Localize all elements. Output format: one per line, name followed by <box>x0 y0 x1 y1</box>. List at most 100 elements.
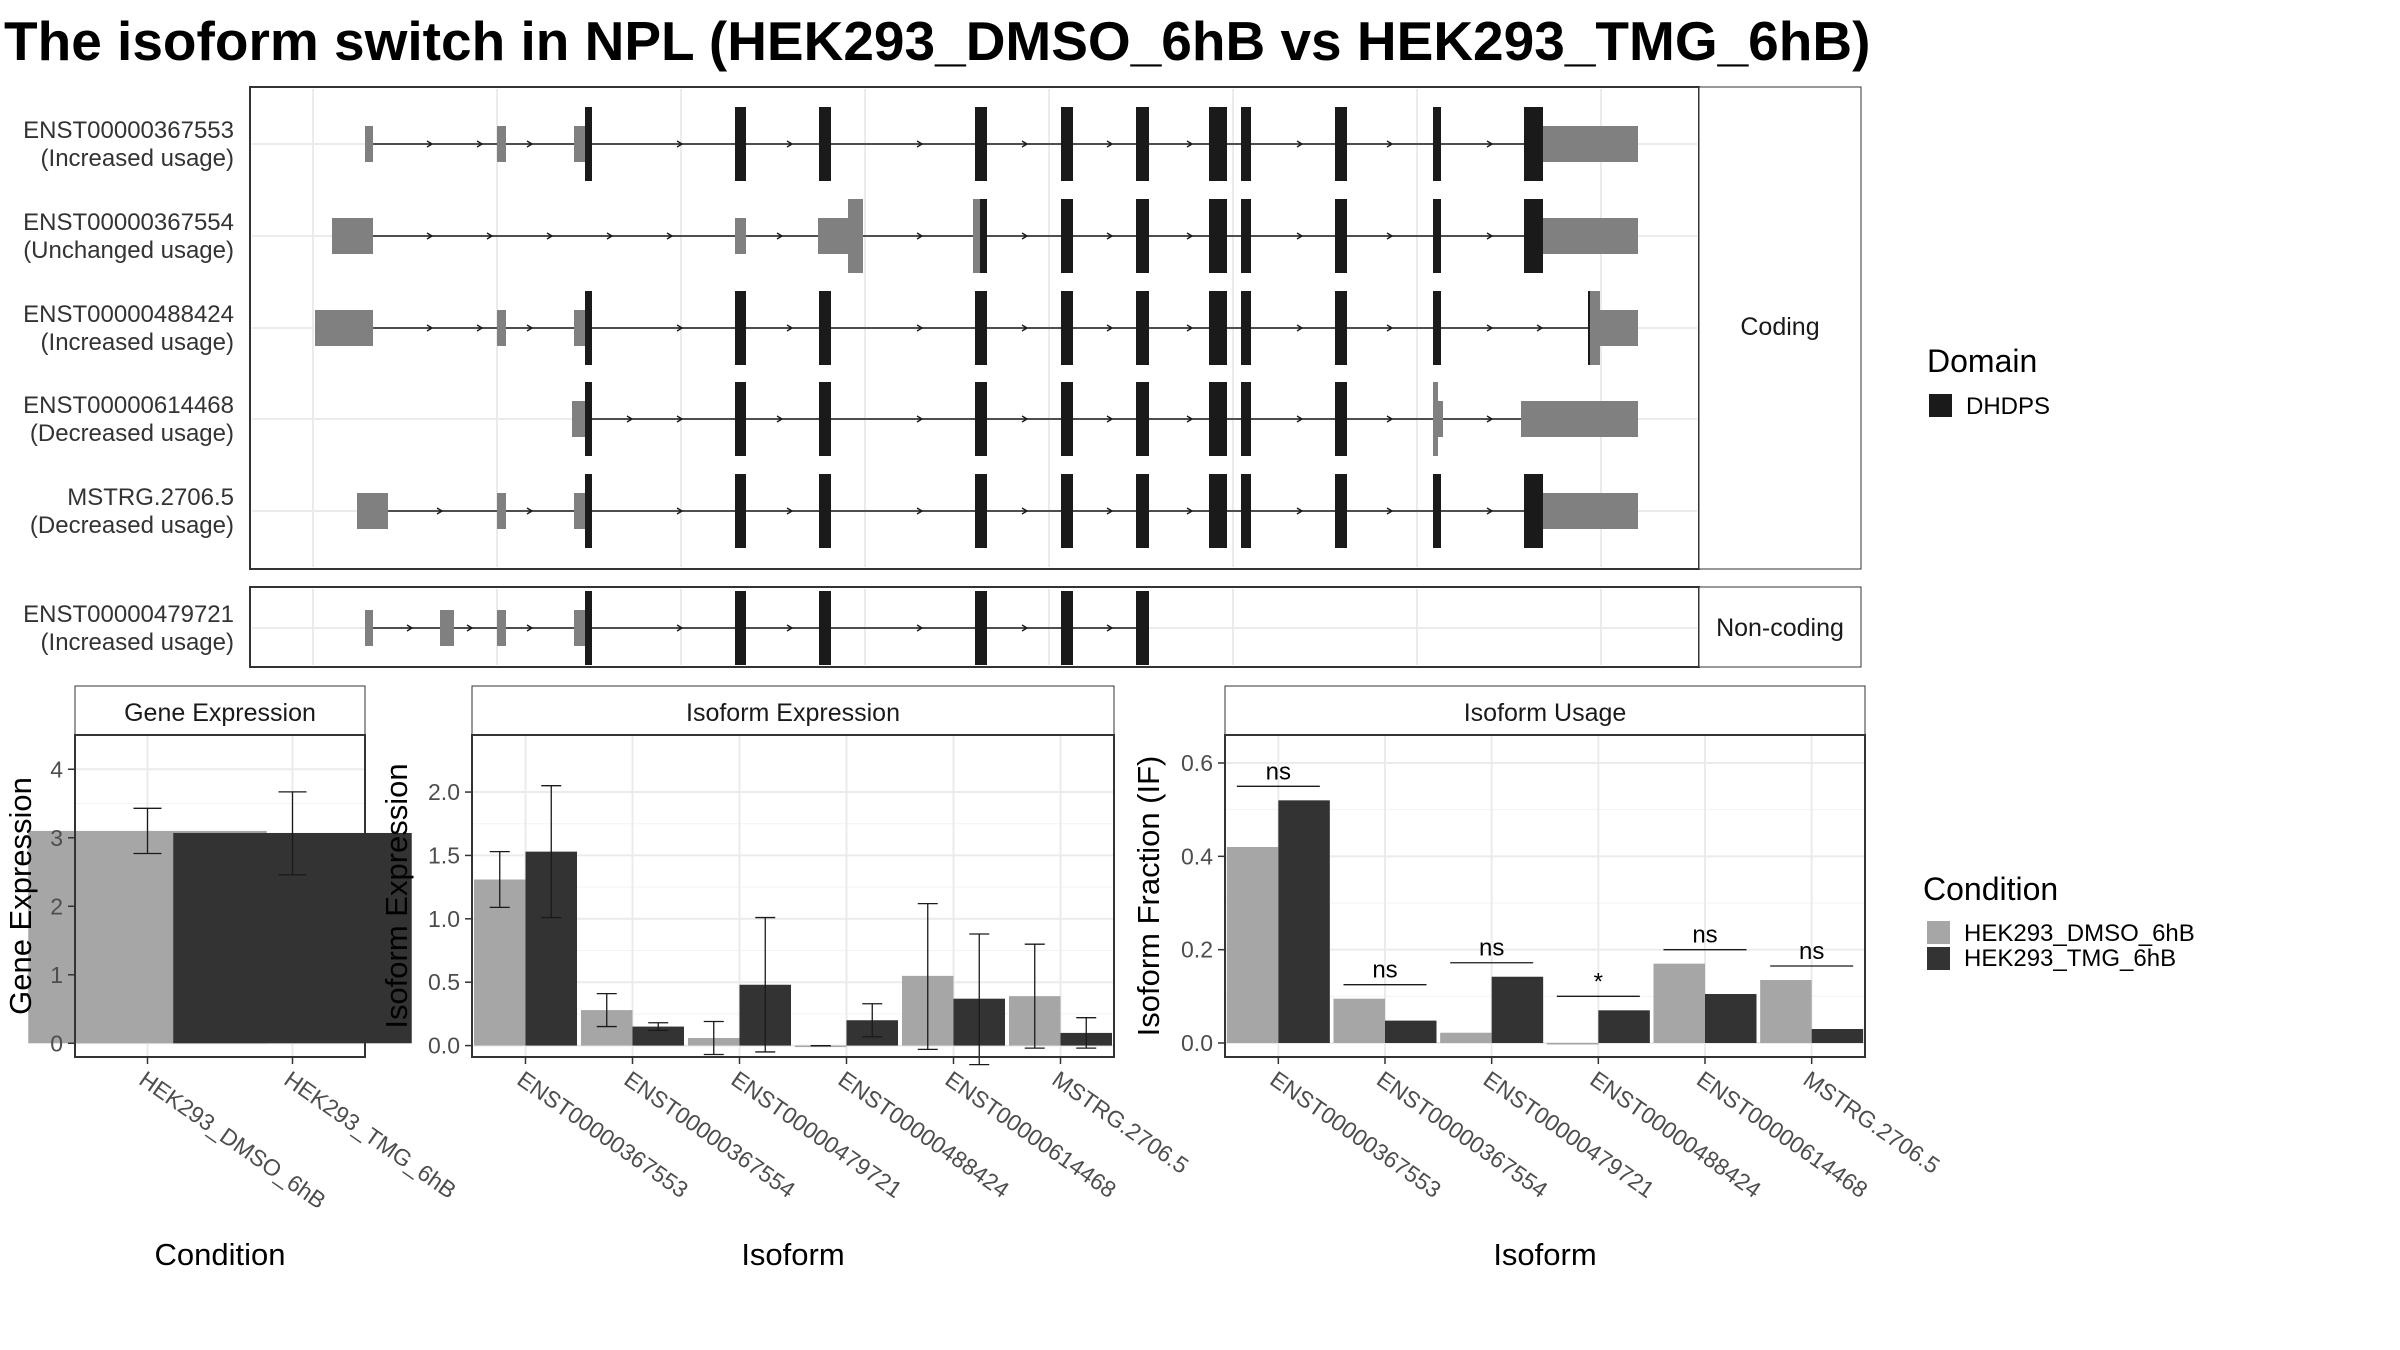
y-tick-label: 0.4 <box>1181 843 1213 869</box>
x-axis-title: Condition <box>155 1237 286 1272</box>
intron-direction-icon <box>1186 507 1194 515</box>
coding-exon <box>735 382 746 456</box>
coding-exon <box>1241 291 1251 365</box>
utr-exon <box>365 610 373 646</box>
utr-exon <box>1543 218 1638 254</box>
bar <box>1226 847 1279 1043</box>
utr-exon <box>574 310 586 346</box>
y-tick-label: 0 <box>50 1030 63 1056</box>
intron-direction-icon <box>1386 140 1394 148</box>
intron-direction-icon <box>1021 140 1029 148</box>
chart-border <box>1224 734 1866 1058</box>
chart-panel-2: Isoform Expression 0.0 0.5 1.0 1.5 2.0 ENST000… <box>379 685 1193 1272</box>
condition-legend: Condition HEK293_DMSO_6hB HEK293_TMG_6hB <box>1923 871 2195 972</box>
y-axis-title: Isoform Expression <box>379 763 414 1028</box>
y-tick-label: 3 <box>50 825 63 851</box>
intron-direction-icon <box>526 624 534 632</box>
figure-title: The isoform switch in NPL (HEK293_DMSO_6… <box>4 10 1870 72</box>
intron-direction-icon <box>916 507 924 515</box>
intron-direction-icon <box>466 624 474 632</box>
utr-exon <box>574 126 586 162</box>
utr-exon <box>574 493 586 529</box>
coding-strip <box>1698 86 1862 570</box>
chart-strip <box>1224 685 1866 736</box>
x-tick-label: ENST00000367553 <box>1265 1066 1445 1203</box>
intron-direction-icon <box>486 232 494 240</box>
significance-label: * <box>1594 968 1603 995</box>
coding-exon <box>585 107 592 181</box>
y-tick-label: 0.0 <box>1181 1030 1213 1056</box>
bar <box>1760 980 1812 1043</box>
x-axis-title: Isoform <box>741 1237 844 1272</box>
intron-direction-icon <box>1106 232 1114 240</box>
intron-direction-icon <box>426 140 434 148</box>
chart-strip <box>471 685 1115 736</box>
coding-exon <box>1209 382 1227 456</box>
coding-exon <box>1136 107 1149 181</box>
bar <box>1278 800 1330 1043</box>
transcript-label: ENST00000614468 <box>23 392 234 419</box>
coding-exon <box>1335 474 1347 548</box>
intron-direction-icon <box>1386 415 1394 423</box>
coding-exon <box>1209 199 1227 273</box>
y-axis-title: Isoform Fraction (IF) <box>1131 756 1166 1037</box>
coding-exon <box>1241 107 1251 181</box>
utr-exon <box>497 610 506 646</box>
y-tick-label: 0.0 <box>428 1033 460 1059</box>
transcript-usage-label: (Increased usage) <box>41 329 234 356</box>
intron-direction-icon <box>1386 232 1394 240</box>
intron-direction-icon <box>916 140 924 148</box>
intron-direction-icon <box>676 324 684 332</box>
coding-exon <box>1241 474 1251 548</box>
intron-direction-icon <box>676 140 684 148</box>
coding-exon <box>1433 199 1441 273</box>
coding-exon <box>1433 291 1441 365</box>
intron-direction-icon <box>476 140 484 148</box>
domain-legend-swatch <box>1929 394 1952 417</box>
transcript-label: ENST00000488424 <box>23 301 234 328</box>
coding-strip-label: Coding <box>1740 313 1819 341</box>
bar <box>1705 994 1757 1043</box>
intron-direction-icon <box>1021 624 1029 632</box>
intron-direction-icon <box>1296 415 1304 423</box>
intron-direction-icon <box>776 415 784 423</box>
coding-exon <box>1061 199 1073 273</box>
coding-exon <box>1241 382 1251 456</box>
intron-direction-icon <box>1021 507 1029 515</box>
coding-exon <box>1061 291 1073 365</box>
utr-exon <box>365 126 373 162</box>
transcript-label: ENST00000367553 <box>23 117 234 144</box>
domain-legend-title: Domain <box>1927 343 2037 379</box>
coding-exon <box>735 291 746 365</box>
utr-exon <box>574 610 586 646</box>
y-axis-title: Gene Expression <box>3 777 38 1015</box>
coding-exon <box>975 474 987 548</box>
coding-exon <box>1433 107 1441 181</box>
coding-exon <box>975 107 987 181</box>
utr-exon <box>848 199 863 273</box>
intron-direction-icon <box>916 415 924 423</box>
coding-exon <box>1136 591 1149 665</box>
utr-exon <box>497 493 506 529</box>
significance-label: ns <box>1692 922 1717 949</box>
utr-exon <box>315 310 373 346</box>
coding-exon <box>735 107 746 181</box>
x-tick-label: ENST00000488424 <box>834 1066 1015 1203</box>
intron-direction-icon <box>606 232 614 240</box>
coding-exon <box>1061 107 1073 181</box>
intron-direction-icon <box>626 415 634 423</box>
x-tick-label: ENST00000614468 <box>941 1066 1121 1203</box>
transcript-usage-label: (Increased usage) <box>41 629 234 656</box>
intron-direction-icon <box>406 624 414 632</box>
transcript-usage-label: (Increased usage) <box>41 145 234 172</box>
y-tick-label: 2 <box>50 893 63 919</box>
domain-legend-label: DHDPS <box>1966 393 2050 420</box>
legend-label-dmso: HEK293_DMSO_6hB <box>1964 920 2195 947</box>
y-tick-label: 0.6 <box>1181 750 1213 776</box>
intron-direction-icon <box>476 324 484 332</box>
coding-exon <box>975 382 987 456</box>
chart-plot-area <box>1225 735 1865 1057</box>
intron-direction-icon <box>426 232 434 240</box>
bar <box>1546 1043 1599 1045</box>
coding-exon <box>1136 199 1149 273</box>
